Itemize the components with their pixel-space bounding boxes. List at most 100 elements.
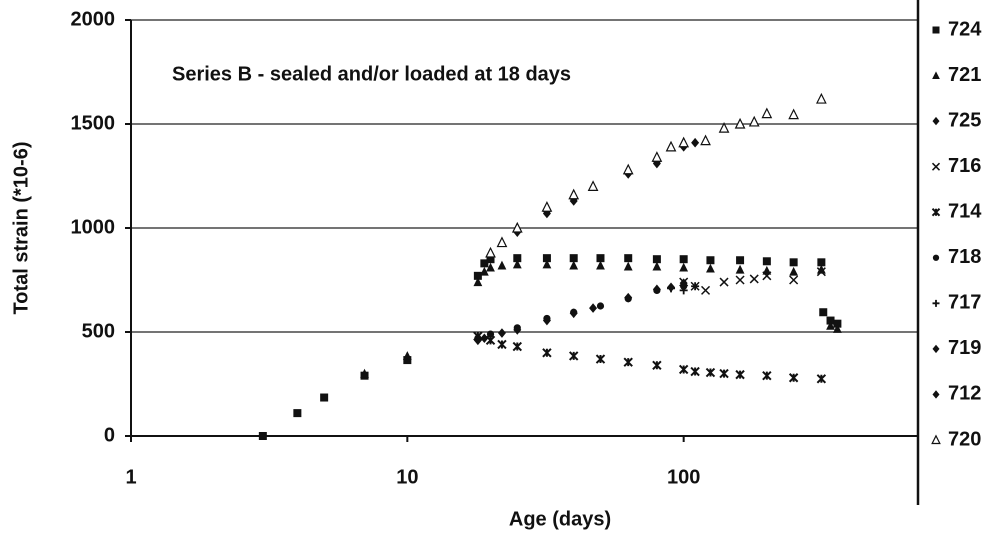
point	[403, 356, 412, 365]
point	[542, 315, 551, 326]
legend-label: 718	[948, 246, 981, 268]
point	[735, 264, 745, 274]
point	[932, 71, 940, 80]
annotation: Series B - sealed and/or loaded at 18 da…	[172, 63, 571, 85]
point	[734, 117, 746, 129]
point	[595, 354, 606, 364]
point	[511, 221, 523, 233]
point	[832, 324, 842, 333]
point	[569, 254, 578, 263]
point	[700, 134, 711, 146]
point	[736, 256, 745, 265]
point	[826, 320, 835, 330]
point	[293, 409, 302, 418]
point	[402, 351, 412, 360]
point	[931, 434, 941, 445]
point	[816, 264, 826, 274]
y-tick-label: 0	[104, 424, 115, 446]
legend-box	[918, 0, 1008, 505]
x-tick-label: 100	[667, 466, 700, 488]
point	[816, 374, 827, 384]
point	[691, 137, 700, 148]
point	[735, 275, 745, 285]
point	[596, 254, 605, 263]
y-tick-label: 500	[82, 320, 115, 342]
point	[596, 260, 605, 270]
point	[485, 246, 496, 258]
point	[749, 274, 759, 284]
point	[513, 325, 522, 335]
point	[932, 299, 940, 307]
point	[932, 26, 940, 34]
point	[762, 257, 771, 266]
point	[542, 254, 551, 263]
point	[932, 116, 940, 126]
legend-label: 721	[948, 64, 981, 86]
point	[568, 188, 580, 200]
point	[826, 316, 835, 325]
y-tick-label: 1000	[71, 216, 116, 238]
point	[789, 258, 798, 267]
point	[931, 208, 941, 217]
point	[258, 432, 267, 440]
point	[706, 263, 715, 273]
point	[932, 254, 940, 261]
point	[762, 265, 772, 275]
point	[762, 370, 772, 381]
y-tick-label: 2000	[71, 8, 116, 30]
point	[497, 260, 507, 270]
point	[651, 151, 663, 162]
point	[706, 256, 715, 265]
point	[497, 339, 507, 350]
legend-label: 724	[948, 18, 982, 40]
point	[623, 357, 633, 367]
y-axis-label: Total strain (*10-6)	[10, 142, 32, 315]
y-tick-label: 1500	[71, 112, 116, 134]
point	[623, 261, 633, 271]
point	[678, 136, 690, 148]
legend-label: 716	[948, 155, 981, 177]
point	[931, 162, 941, 171]
point	[486, 330, 495, 338]
point	[679, 255, 688, 264]
point	[718, 122, 730, 133]
point	[819, 308, 828, 317]
point	[748, 115, 760, 127]
point	[761, 107, 773, 119]
point	[788, 108, 800, 120]
point	[473, 271, 482, 280]
legend-label: 725	[948, 109, 981, 131]
point	[624, 292, 633, 303]
point	[652, 284, 661, 295]
point	[789, 275, 799, 285]
point	[480, 259, 489, 268]
point	[496, 236, 508, 248]
point	[932, 390, 940, 399]
point	[679, 278, 688, 288]
point	[719, 277, 729, 287]
point	[705, 367, 716, 378]
point	[735, 369, 745, 380]
point	[479, 266, 489, 276]
point	[542, 348, 552, 358]
point	[691, 282, 700, 291]
point	[652, 360, 662, 370]
point	[833, 319, 842, 328]
point	[360, 368, 369, 378]
point	[932, 344, 940, 354]
point	[652, 158, 661, 169]
point	[497, 328, 506, 338]
point	[665, 140, 677, 152]
point	[480, 333, 489, 344]
point	[622, 163, 634, 175]
point	[789, 266, 799, 276]
point	[719, 368, 729, 379]
point	[596, 302, 605, 310]
point	[788, 373, 799, 383]
legend-label: 714	[948, 201, 982, 223]
point	[568, 351, 579, 361]
point	[816, 267, 826, 277]
legend-label: 712	[948, 383, 981, 405]
point	[587, 180, 599, 191]
